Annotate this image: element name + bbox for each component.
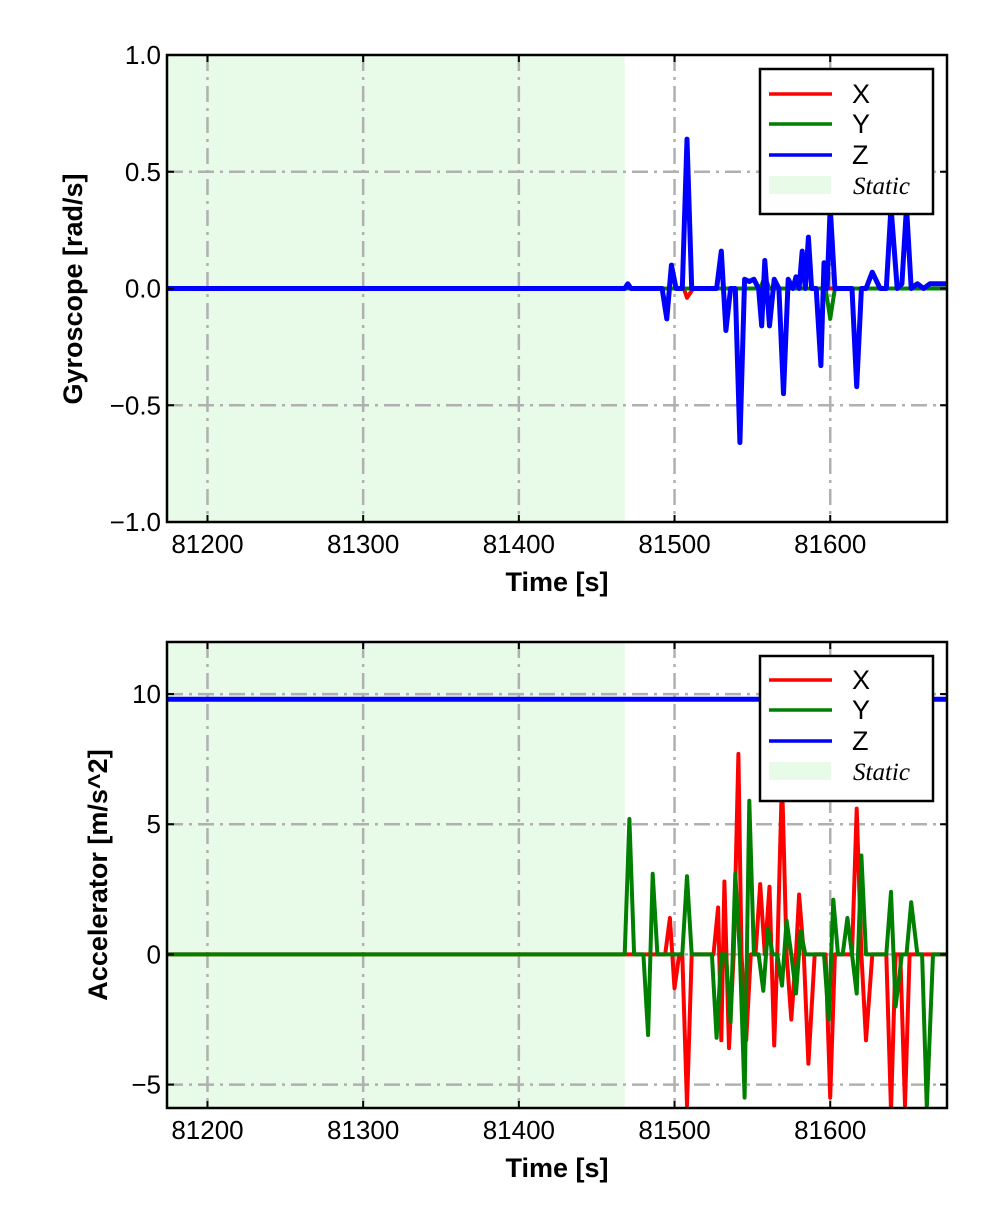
x-tick-label: 81400	[483, 1115, 555, 1145]
x-tick-label: 81300	[327, 529, 399, 559]
x-tick-label: 81400	[483, 529, 555, 559]
series-line-y	[167, 798, 947, 1108]
legend-label-z: Z	[852, 726, 869, 756]
y-axis-label: Accelerator [m/s^2]	[83, 749, 113, 1000]
x-axis-label: Time [s]	[505, 567, 608, 597]
legend-label-static: Static	[853, 173, 910, 200]
y-tick-label: 0.0	[125, 274, 161, 304]
x-tick-label: 81200	[171, 1115, 243, 1145]
y-tick-label: 10	[132, 679, 161, 709]
x-tick-label: 81600	[794, 1115, 866, 1145]
y-tick-label: 5	[147, 809, 161, 839]
series-line-z	[167, 136, 947, 446]
legend-label-x: X	[852, 665, 870, 695]
x-tick-label: 81500	[638, 1115, 710, 1145]
y-tick-label: −5	[131, 1070, 161, 1100]
y-tick-label: −0.5	[110, 390, 161, 420]
accelerator-panel: 81200 81300 81400 81500 81600 −5 0 5 10 Time [s]…	[83, 640, 949, 1183]
x-tick-label: 81600	[794, 529, 866, 559]
tick-layer: 81200 81300 81400 81500 81600 −1.0 −0.5 0.0 0.5 1…	[110, 40, 947, 559]
y-tick-label: 0.5	[125, 157, 161, 187]
y-axis-label: Gyroscope [rad/s]	[58, 173, 88, 404]
legend-label-x: X	[852, 79, 870, 109]
legend-label-static: Static	[853, 759, 910, 786]
static-region	[167, 642, 625, 1108]
y-tick-label: 1.0	[125, 40, 161, 70]
legend-label-z: Z	[852, 140, 869, 170]
x-tick-label: 81200	[171, 529, 243, 559]
series-layer	[167, 136, 947, 446]
legend-label-y: Y	[852, 109, 870, 139]
y-tick-label: 0	[147, 939, 161, 969]
gyroscope-panel: 81200 81300 81400 81500 81600 −1.0 −0.5 0.0 0.5 1…	[58, 40, 949, 597]
x-axis-label: Time [s]	[505, 1153, 608, 1183]
legend-swatch-static	[769, 176, 831, 194]
x-tick-label: 81500	[638, 529, 710, 559]
legend: X Y Z Static	[758, 654, 935, 803]
x-tick-label: 81300	[327, 1115, 399, 1145]
plot-frame	[165, 640, 949, 1110]
legend-swatch-static	[769, 762, 831, 780]
y-tick-label: −1.0	[110, 507, 161, 537]
legend: X Y Z Static	[758, 67, 935, 216]
legend-label-y: Y	[852, 695, 870, 725]
tick-layer: 81200 81300 81400 81500 81600 −5 0 5 10	[131, 642, 947, 1145]
